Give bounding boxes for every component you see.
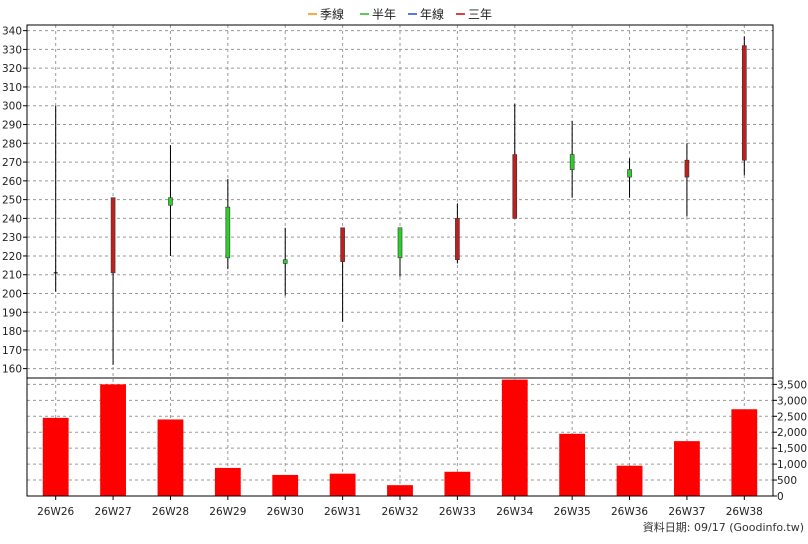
volume-tick-label: 1,000 (777, 459, 807, 471)
candle-body (110, 197, 116, 274)
volume-bar (674, 441, 700, 496)
price-tick-label: 210 (2, 270, 22, 282)
legend-label: 三年 (468, 8, 492, 22)
volume-tick-label: 2,500 (777, 411, 807, 423)
x-tick-label: 26W35 (554, 506, 591, 518)
price-tick-label: 160 (2, 364, 22, 376)
volume-tick-label: 1,500 (777, 443, 807, 455)
price-tick-label: 190 (2, 307, 22, 319)
x-tick-label: 26W28 (152, 506, 189, 518)
volume-bar (501, 379, 528, 496)
source-note: 資料日期: 09/17 (Goodinfo.tw) (643, 520, 804, 534)
price-tick-label: 250 (2, 195, 22, 207)
candle-body (742, 45, 747, 161)
x-tick-label: 26W29 (209, 506, 246, 518)
volume-bar (157, 419, 184, 496)
price-tick-label: 280 (2, 138, 22, 150)
candle-body (512, 154, 518, 219)
candle-body (569, 154, 575, 170)
candle-body (340, 227, 345, 262)
candle-body (225, 206, 231, 259)
price-tick-label: 200 (2, 289, 22, 301)
price-tick-label: 230 (2, 232, 22, 244)
x-tick-label: 26W27 (95, 506, 132, 518)
volume-bar (272, 474, 299, 496)
volume-bar (329, 473, 356, 496)
price-tick-label: 180 (2, 326, 22, 338)
x-tick-label: 26W26 (37, 506, 74, 518)
volume-bar (42, 417, 69, 496)
volume-bar (100, 384, 126, 496)
candle-body (455, 218, 460, 261)
volume-bar (616, 465, 643, 496)
volume-bar (444, 471, 471, 496)
x-tick-label: 26W36 (611, 506, 648, 518)
price-tick-label: 300 (2, 101, 22, 113)
x-tick-label: 26W31 (324, 506, 361, 518)
volume-bar (387, 485, 413, 496)
price-tick-label: 260 (2, 176, 22, 188)
candle-body (397, 227, 403, 259)
price-tick-label: 220 (2, 251, 22, 263)
volume-bar (214, 467, 241, 496)
x-tick-label: 26W38 (726, 506, 763, 518)
volume-tick-label: 3,500 (777, 379, 807, 391)
price-tick-label: 340 (2, 26, 22, 38)
price-tick-label: 240 (2, 213, 22, 225)
price-tick-label: 170 (2, 345, 22, 357)
price-tick-label: 290 (2, 120, 22, 132)
x-tick-label: 26W32 (381, 506, 418, 518)
volume-tick-label: 3,000 (777, 395, 807, 407)
legend-label: 年線 (420, 7, 444, 22)
legend-label: 半年 (372, 8, 396, 22)
volume-bar (731, 409, 758, 496)
price-tick-label: 320 (2, 63, 22, 75)
price-tick-label: 310 (2, 82, 22, 94)
x-tick-label: 26W33 (439, 506, 476, 518)
price-tick-label: 270 (2, 157, 22, 169)
candle-body (282, 259, 288, 264)
candle-body (168, 197, 173, 206)
price-tick-label: 330 (2, 44, 22, 56)
volume-tick-label: 2,000 (777, 427, 807, 439)
x-tick-label: 26W30 (267, 506, 304, 518)
volume-bar (559, 433, 586, 496)
candle-body (684, 159, 690, 178)
volume-tick-label: 0 (777, 491, 784, 503)
volume-tick-label: 500 (777, 475, 797, 487)
x-tick-label: 26W34 (496, 506, 533, 518)
candle-body (627, 169, 632, 178)
legend-label: 季線 (320, 7, 344, 22)
x-tick-label: 26W37 (668, 506, 705, 518)
